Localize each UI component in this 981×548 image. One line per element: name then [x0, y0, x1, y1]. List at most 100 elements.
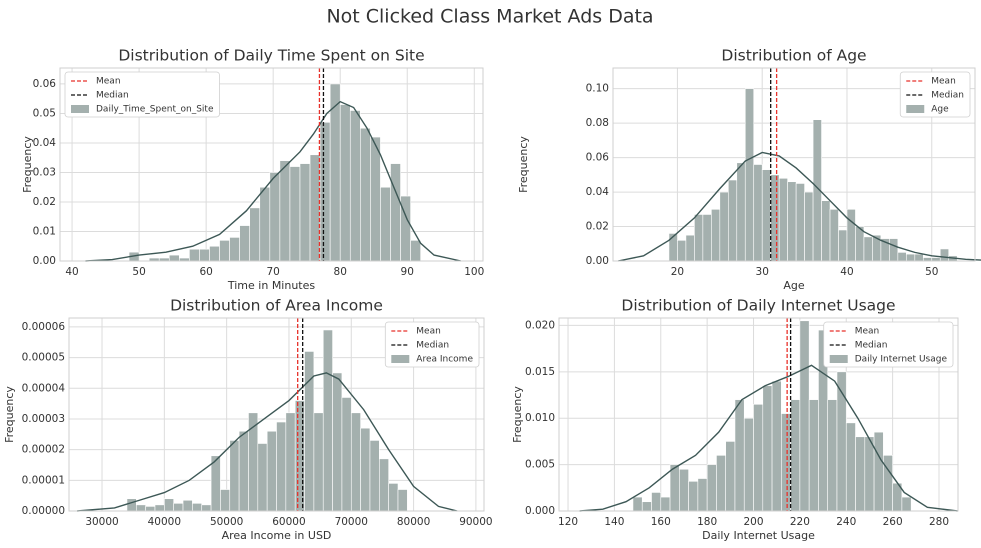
histogram-bar	[804, 191, 814, 262]
histogram-bar	[135, 504, 146, 512]
histogram-bar	[168, 254, 180, 262]
histogram-bar	[771, 380, 782, 512]
histogram-bar	[199, 248, 210, 262]
y-axis-label: Frequency	[3, 386, 16, 443]
histogram-bar	[304, 351, 315, 512]
x-axis-label: Area Income in USD	[222, 529, 332, 542]
histogram-bar	[289, 166, 301, 262]
legend: Mean Median Age	[899, 71, 971, 118]
histogram-bar	[189, 248, 200, 262]
histogram-bar	[276, 421, 287, 512]
legend-label: Daily Internet Usage	[855, 355, 948, 365]
y-tick-label: 0.08	[586, 117, 609, 129]
y-tick-label: 0.10	[586, 83, 609, 95]
x-tick-label: 70	[266, 266, 279, 278]
histogram-bar	[229, 237, 240, 262]
y-axis-label: Frequency	[517, 136, 530, 193]
legend-label: Median	[931, 91, 964, 101]
histogram-bar	[229, 440, 240, 512]
chart-title: Distribution of Daily Time Spent on Site	[118, 47, 424, 65]
histogram-bar	[677, 240, 687, 262]
histogram-bar	[379, 458, 389, 512]
y-tick-label: 0.010	[525, 412, 555, 424]
y-tick-label: 0.00005	[22, 352, 65, 364]
x-axis-label: Time in Minutes	[227, 279, 316, 292]
histogram-bar	[279, 160, 291, 262]
histogram-bar	[679, 468, 689, 512]
x-axis-label: Age	[783, 279, 805, 292]
histogram-bar	[209, 245, 220, 262]
histogram-bar	[873, 431, 884, 512]
histogram-bar	[883, 455, 893, 512]
chart-title: Distribution of Daily Internet Usage	[621, 297, 895, 315]
histogram-bar	[192, 503, 203, 512]
histogram-bar	[685, 234, 695, 262]
histogram-bar	[889, 238, 899, 262]
histogram-bar	[716, 455, 726, 512]
x-tick-label: 200	[743, 516, 763, 528]
histogram-bar	[829, 209, 839, 262]
histogram-bar	[914, 253, 924, 262]
histogram-bar	[711, 209, 721, 262]
y-tick-label: 0.01	[33, 225, 56, 237]
histogram-bar	[781, 413, 791, 512]
histogram-bar	[778, 177, 788, 262]
histogram-bar	[201, 504, 212, 512]
histogram-bar	[390, 163, 401, 262]
chart-title: Distribution of Area Income	[170, 297, 383, 315]
histogram-bar	[219, 240, 230, 262]
x-tick-label: 50	[132, 266, 145, 278]
histogram-bar	[727, 179, 738, 262]
histogram-bar	[864, 436, 875, 512]
histogram-bar	[753, 164, 763, 262]
legend-label: Median	[96, 91, 129, 101]
x-tick-label: 30	[756, 266, 769, 278]
plot-frame	[68, 317, 485, 512]
y-tick-label: 0.04	[586, 186, 610, 198]
legend-label: Mean	[931, 77, 956, 87]
histogram-bar	[239, 225, 251, 262]
y-tick-label: 0.00004	[22, 382, 66, 394]
histogram-bar	[350, 412, 361, 512]
y-axis-label: Frequency	[21, 136, 34, 193]
histogram-bar	[339, 104, 351, 262]
x-tick-label: 50	[925, 266, 938, 278]
histogram-bar	[319, 121, 331, 262]
x-tick-label: 120	[558, 516, 578, 528]
legend-label: Age	[931, 105, 949, 115]
y-tick-label: 0.05	[33, 107, 56, 119]
y-tick-label: 0.000	[525, 505, 555, 517]
y-tick-label: 0.015	[525, 366, 555, 378]
histogram-bar	[688, 481, 699, 512]
x-tick-label: 50000	[210, 516, 243, 528]
histogram-bar	[360, 427, 371, 512]
histogram-bar	[901, 496, 912, 512]
x-tick-label: 80	[334, 266, 347, 278]
histogram-bar	[669, 464, 680, 512]
y-tick-label: 0.02	[586, 221, 609, 233]
legend-swatch	[71, 105, 89, 113]
histogram-bar	[922, 257, 933, 262]
histogram-bar	[706, 464, 717, 512]
histogram-bar	[736, 162, 746, 262]
histogram-bar	[863, 236, 873, 262]
histogram-bar	[269, 172, 281, 262]
histogram-bar	[827, 399, 838, 512]
legend-label: Mean	[96, 77, 121, 87]
kde-line	[579, 364, 958, 512]
plot-frame	[612, 67, 976, 262]
histogram-bar	[744, 88, 755, 262]
legend-label: Daily_Time_Spent_on_Site	[96, 105, 214, 115]
y-tick-label: 0.04	[33, 137, 57, 149]
histogram-bar	[309, 154, 321, 262]
x-tick-label: 40	[65, 266, 78, 278]
kde-line	[77, 372, 458, 512]
x-tick-label: 160	[651, 516, 671, 528]
x-tick-label: 60000	[272, 516, 305, 528]
histogram-bar	[329, 83, 341, 262]
x-tick-label: 80000	[397, 516, 430, 528]
histogram-bar	[845, 422, 856, 512]
x-tick-label: 60	[199, 266, 212, 278]
plot-frame	[59, 67, 484, 262]
